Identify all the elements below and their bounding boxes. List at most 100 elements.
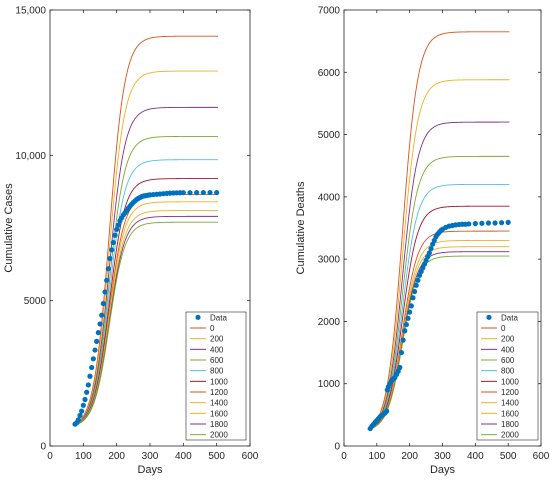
data-point [415,277,421,283]
x-tick-label: 0 [47,451,53,462]
model-line-400 [367,121,510,430]
legend-label: 800 [210,367,224,376]
y-tick-label: 4000 [318,192,341,203]
model-line-2000 [367,255,510,431]
legend-label: 400 [210,345,224,354]
data-point [413,282,419,288]
data-point [85,382,91,388]
x-tick-label: 300 [142,451,159,462]
legend-marker-data [195,314,201,320]
data-point [112,232,118,238]
x-tick-label: 500 [208,451,225,462]
data-point [100,300,106,307]
x-tick-label: 400 [467,451,484,462]
x-tick-label: 300 [434,451,451,462]
data-point [109,247,115,253]
data-point [104,277,110,283]
data-point [115,222,121,228]
model-line-200 [367,79,510,430]
data-point [77,412,83,419]
legend-label: 600 [210,356,224,365]
model-line-2000 [73,221,218,426]
x-tick-label: 100 [368,451,385,462]
legend-label: 200 [210,335,224,344]
model-line-600 [73,135,218,426]
y-tick-label: 0 [40,442,46,453]
data-point [400,337,406,343]
x-tick-label: 500 [500,451,517,462]
x-tick-label: 600 [242,451,259,462]
data-point [89,364,95,371]
data-point [97,321,103,327]
y-tick-label: 10,000 [15,151,46,162]
data-point [428,245,434,252]
data-point [95,330,101,336]
legend-label: Data [210,313,227,322]
data-point [505,219,511,225]
legend-label: 600 [501,356,515,365]
legend-label: 1600 [210,409,228,418]
data-point [110,239,116,246]
data-point [403,321,409,328]
data-point [94,338,100,344]
legend-label: 1800 [210,420,228,429]
data-point [75,417,81,423]
legend-label: 1400 [210,399,228,408]
model-line-0 [73,35,218,426]
data-point [90,356,96,362]
legend-label: 2000 [210,431,228,440]
legend-label: 1800 [501,420,519,429]
legend-label: 1000 [210,377,228,386]
y-axis-label: Cumulative Deaths [295,181,307,274]
data-point [82,396,88,403]
y-tick-label: 1000 [318,379,341,390]
data-point [79,408,85,414]
legend-label: 800 [501,367,515,376]
data-point [485,220,492,226]
data-point [114,226,120,233]
data-point [499,220,505,226]
data-point [411,288,418,295]
legend-label: Data [501,313,518,322]
data-point [194,190,200,196]
data-point [384,408,390,414]
legend-label: 1400 [501,399,519,408]
y-tick-label: 0 [334,442,340,453]
data-point [472,221,478,227]
model-line-800 [73,159,218,426]
data-point [105,266,111,272]
legend-label: 200 [501,335,515,344]
data-point [410,295,416,301]
y-tick-label: 3000 [318,255,341,266]
y-tick-label: 6000 [318,68,341,79]
data-point [102,289,108,295]
y-axis-label: Cumulative Cases [3,183,15,273]
y-tick-label: 15,000 [15,6,46,17]
model-line-1000 [73,178,218,426]
y-tick-label: 5000 [24,296,47,307]
x-tick-label: 200 [401,451,418,462]
data-point [402,328,408,334]
legend-box [476,311,539,441]
x-tick-label: 0 [341,451,347,462]
data-point [200,189,206,196]
data-point [99,312,105,318]
x-tick-label: 600 [533,451,550,462]
legend-label: 1200 [501,388,519,397]
x-tick-label: 200 [108,451,125,462]
legend-label: 0 [210,324,215,333]
data-point [214,189,220,196]
legend-label: 1200 [210,388,228,397]
x-tick-label: 400 [175,451,192,462]
data-point [80,402,86,408]
legend-box [185,311,247,441]
model-line-400 [73,106,218,426]
data-point [426,250,432,256]
data-point [405,315,411,321]
data-point [408,303,414,309]
legend-label: 1000 [501,377,519,386]
data-point [84,389,90,395]
